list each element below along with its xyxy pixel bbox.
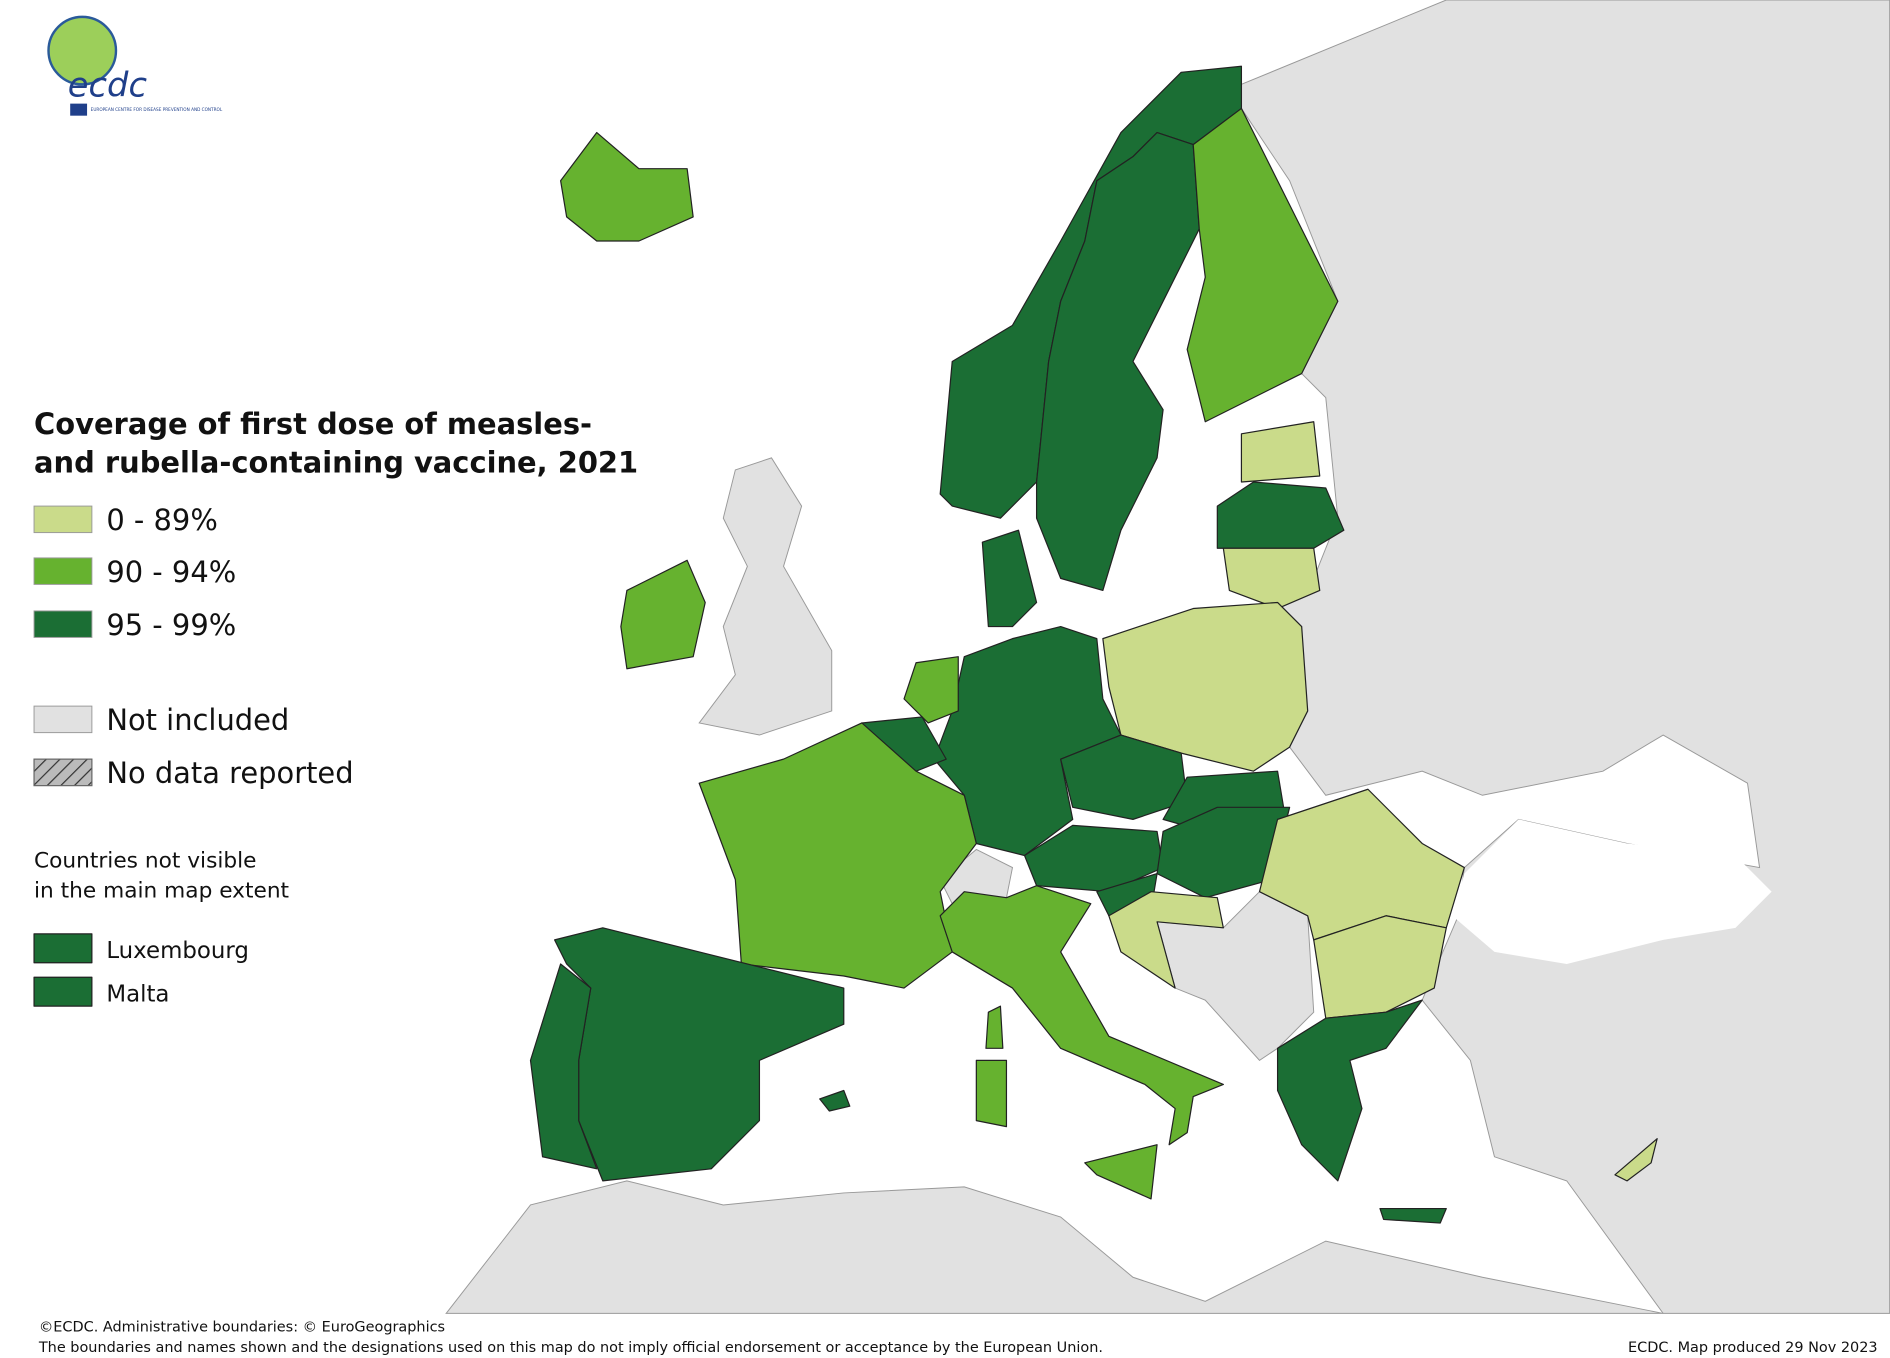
region	[1614, 1138, 1658, 1182]
inset-swatch	[33, 976, 93, 1007]
region	[1186, 107, 1339, 423]
footer: ©ECDC. Administrative boundaries: © Euro…	[38, 1319, 1878, 1355]
region	[620, 559, 706, 670]
map	[445, 0, 1890, 1314]
legend-swatch	[33, 505, 93, 534]
legend-swatch	[33, 610, 93, 638]
land-not-included	[698, 457, 833, 736]
region	[1216, 481, 1345, 549]
region	[1102, 601, 1309, 772]
region	[981, 529, 1038, 628]
legend: Coverage of first dose of measles- and r…	[33, 407, 638, 1007]
eu-flag	[70, 103, 88, 116]
land-not-included	[445, 1180, 1664, 1314]
logo-subtitle: EUROPEAN CENTRE FOR DISEASE PREVENTION A…	[91, 107, 223, 112]
region	[1240, 421, 1321, 483]
region	[933, 625, 1122, 857]
legend-swatch	[33, 557, 93, 585]
region	[1035, 131, 1200, 592]
region	[1258, 788, 1465, 941]
inset-country: Luxembourg	[106, 938, 249, 964]
land-not-included	[1240, 0, 1890, 1314]
legend-swatch	[33, 705, 93, 734]
region	[985, 1005, 1004, 1049]
footer-credit: ©ECDC. Administrative boundaries: © Euro…	[39, 1319, 445, 1335]
region	[1222, 547, 1321, 610]
logo-text: ecdc	[68, 65, 148, 104]
legend-label: 90 - 94%	[106, 555, 236, 589]
region	[819, 1089, 851, 1112]
legend-label: 0 - 89%	[106, 503, 217, 537]
legend-label: Not included	[106, 703, 289, 737]
inset-title: in the main map extent	[34, 879, 289, 904]
land-not-included	[939, 848, 1014, 905]
region	[1084, 1144, 1158, 1200]
region	[1379, 1207, 1447, 1224]
inset-country: Malta	[106, 981, 169, 1007]
region	[975, 1059, 1008, 1128]
region	[529, 963, 598, 1170]
inset-title: Countries not visible	[34, 849, 256, 874]
legend-label: No data reported	[106, 756, 353, 790]
logo-globe	[47, 15, 118, 86]
legend-swatch	[33, 758, 93, 787]
legend-label: 95 - 99%	[106, 608, 236, 642]
region	[560, 131, 694, 242]
footer-disclaimer: The boundaries and names shown and the d…	[38, 1340, 1103, 1356]
region	[1276, 999, 1423, 1182]
region	[1108, 891, 1224, 989]
black-sea	[1452, 819, 1772, 964]
inset-swatch	[33, 933, 93, 964]
legend-title: Coverage of first dose of measles-	[34, 407, 592, 441]
footer-produced: ECDC. Map produced 29 Nov 2023	[1628, 1340, 1878, 1356]
region	[939, 885, 1224, 1146]
legend-title: and rubella-containing vaccine, 2021	[34, 445, 638, 479]
region	[903, 656, 959, 724]
logo: ecdc EUROPEAN CENTRE FOR DISEASE PREVENT…	[47, 15, 223, 116]
land-not-included	[1156, 891, 1315, 1062]
